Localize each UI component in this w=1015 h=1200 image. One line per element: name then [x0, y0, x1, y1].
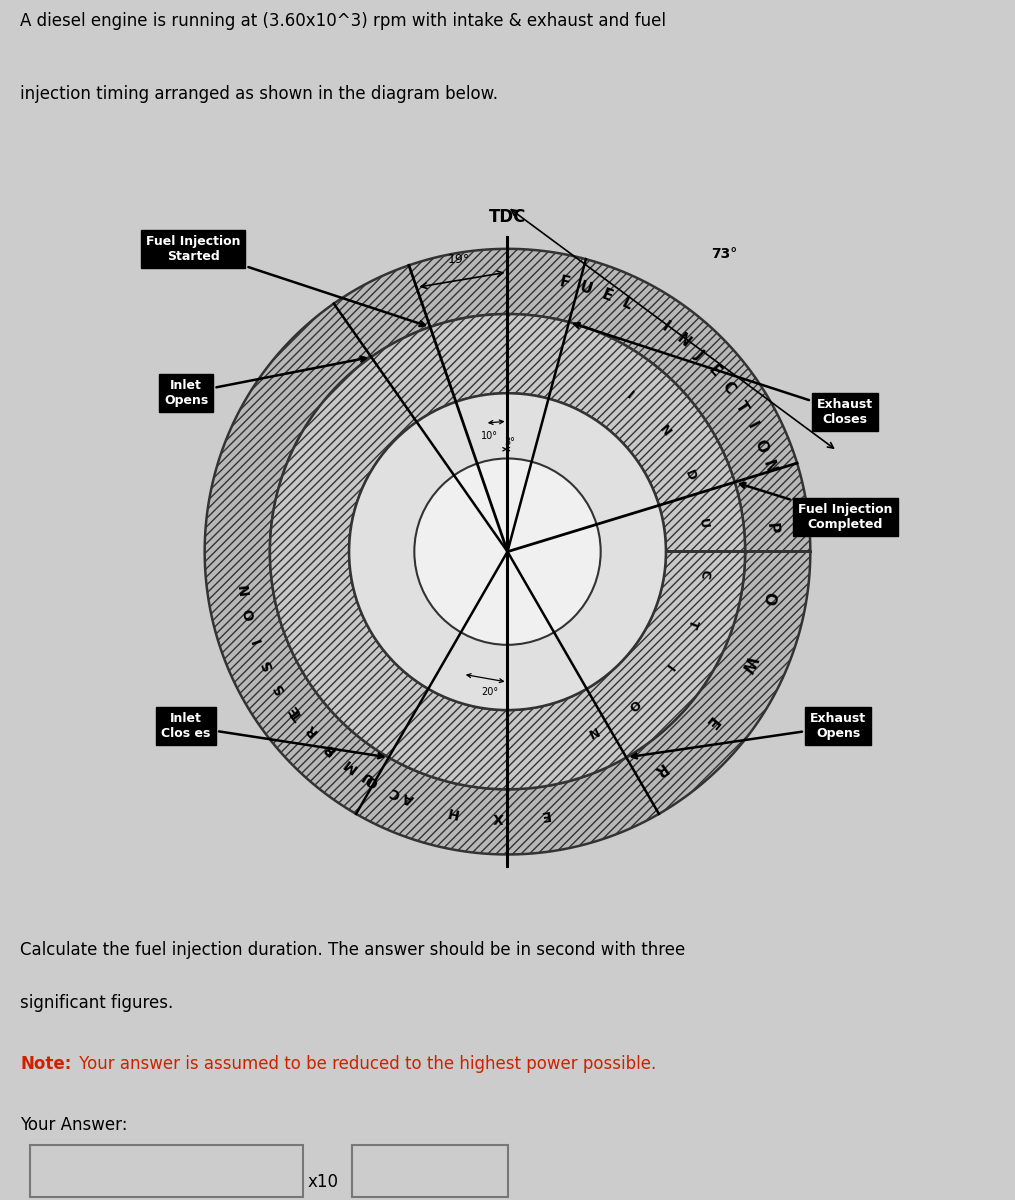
- Text: I: I: [744, 420, 760, 432]
- Text: O: O: [625, 696, 642, 713]
- Text: X: X: [492, 810, 503, 824]
- Text: C: C: [697, 569, 712, 580]
- Text: T: T: [684, 617, 699, 629]
- Text: R: R: [302, 721, 320, 739]
- Text: Inlet
Opens: Inlet Opens: [163, 356, 365, 407]
- FancyBboxPatch shape: [351, 1145, 508, 1198]
- Text: N: N: [657, 424, 673, 439]
- Text: O: O: [760, 590, 777, 606]
- Text: 20°: 20°: [481, 686, 498, 696]
- Text: S: S: [322, 740, 338, 757]
- Text: E: E: [285, 702, 302, 718]
- Text: Your Answer:: Your Answer:: [20, 1116, 128, 1134]
- Text: Exhaust
Opens: Exhaust Opens: [631, 713, 867, 758]
- Text: Note:: Note:: [20, 1055, 72, 1073]
- Text: 10°: 10°: [481, 431, 497, 440]
- Text: E: E: [705, 362, 724, 380]
- Text: Calculate the fuel injection duration. The answer should be in second with three: Calculate the fuel injection duration. T…: [20, 941, 685, 959]
- Text: injection timing arranged as shown in the diagram below.: injection timing arranged as shown in th…: [20, 84, 498, 102]
- Text: Exhaust
Closes: Exhaust Closes: [574, 323, 873, 426]
- Text: M: M: [340, 756, 359, 775]
- Text: A: A: [400, 790, 415, 806]
- Text: T: T: [732, 398, 750, 415]
- Text: 19°: 19°: [448, 253, 470, 266]
- Text: N: N: [236, 582, 253, 595]
- Text: TDC: TDC: [489, 208, 526, 226]
- Text: F: F: [558, 275, 571, 292]
- Text: E: E: [539, 808, 550, 822]
- Text: J: J: [692, 348, 706, 362]
- Text: I: I: [250, 635, 265, 644]
- Text: E: E: [600, 287, 615, 305]
- Text: I: I: [662, 661, 675, 673]
- Text: T: T: [289, 707, 307, 724]
- Text: O: O: [363, 770, 381, 790]
- Text: significant figures.: significant figures.: [20, 994, 174, 1012]
- Text: U: U: [696, 517, 710, 529]
- Circle shape: [414, 458, 601, 644]
- Text: Fuel Injection
Started: Fuel Injection Started: [146, 235, 425, 326]
- Text: N: N: [673, 330, 693, 350]
- Text: E: E: [701, 714, 720, 731]
- Text: Fuel Injection
Completed: Fuel Injection Completed: [740, 482, 892, 530]
- Text: R: R: [651, 760, 669, 779]
- Text: O: O: [752, 437, 770, 455]
- Text: N: N: [760, 458, 779, 475]
- Text: H: H: [446, 803, 460, 820]
- Polygon shape: [205, 248, 810, 854]
- Text: P: P: [764, 522, 780, 535]
- Text: 3°: 3°: [504, 437, 516, 448]
- Text: O: O: [242, 607, 258, 622]
- Text: L: L: [620, 295, 635, 313]
- Text: I: I: [623, 389, 635, 402]
- Polygon shape: [270, 314, 745, 790]
- Text: I: I: [659, 319, 672, 335]
- Text: N: N: [584, 724, 599, 739]
- Text: 73°: 73°: [710, 247, 737, 260]
- Text: x10: x10: [308, 1172, 339, 1190]
- Text: Your answer is assumed to be reduced to the highest power possible.: Your answer is assumed to be reduced to …: [74, 1055, 656, 1073]
- Text: Inlet
Clos es: Inlet Clos es: [161, 713, 384, 758]
- Text: U: U: [358, 768, 376, 786]
- Text: P: P: [321, 740, 338, 757]
- Text: W: W: [738, 653, 758, 674]
- Text: U: U: [578, 280, 594, 298]
- Text: S: S: [271, 679, 288, 696]
- Text: D: D: [682, 468, 698, 482]
- Circle shape: [349, 394, 666, 710]
- Text: A diesel engine is running at (3.60x10^3) rpm with intake & exhaust and fuel: A diesel engine is running at (3.60x10^3…: [20, 12, 666, 30]
- Text: C: C: [720, 379, 738, 397]
- Text: C: C: [388, 784, 403, 800]
- FancyBboxPatch shape: [30, 1145, 302, 1198]
- Text: S: S: [259, 656, 275, 672]
